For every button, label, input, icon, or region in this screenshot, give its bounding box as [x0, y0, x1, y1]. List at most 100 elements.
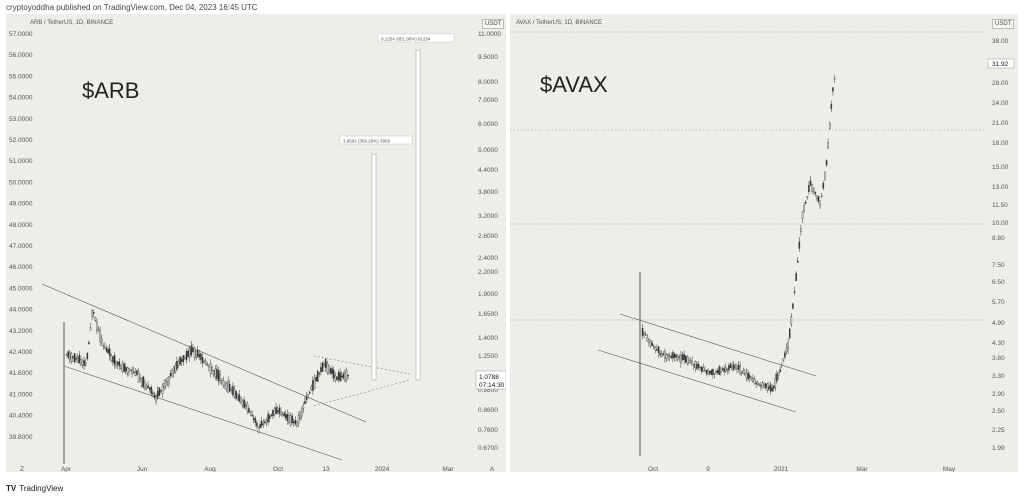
arb-candle: [347, 374, 349, 377]
arb-ticker-label: $ARB: [82, 78, 140, 103]
arb-candle: [128, 367, 130, 373]
avax-candle: [769, 384, 772, 392]
arb-right-tick-label: 1.6500: [478, 311, 498, 318]
arb-x-tick-label: 2024: [375, 466, 390, 472]
arb-candle: [257, 426, 260, 433]
avax-candle: [821, 195, 823, 198]
arb-candle: [158, 387, 161, 396]
arb-candle: [305, 396, 308, 401]
avax-candle: [761, 382, 764, 389]
avax-candle: [675, 355, 677, 358]
arb-candle: [236, 393, 239, 401]
arb-candle: [169, 373, 172, 376]
tradingview-logo-icon[interactable]: TV: [6, 484, 17, 493]
arb-candle: [331, 368, 333, 375]
avax-chart-title: AVAX / TetherUS, 1D, BINANCE: [516, 20, 603, 26]
arb-candle: [318, 372, 321, 374]
avax-candle: [660, 353, 663, 357]
arb-candle: [326, 363, 329, 373]
avax-right-tick-label: 3.80: [992, 355, 1005, 362]
avax-candle: [782, 358, 785, 361]
arb-chart-panel[interactable]: 57.0000 56.0000 55.0000 54.0000 53.0000 52.00…: [6, 14, 506, 472]
arb-candle: [171, 369, 173, 377]
avax-candle: [654, 346, 657, 351]
arb-candle: [164, 380, 167, 387]
arb-candle: [214, 368, 217, 377]
arb-candle: [323, 363, 325, 366]
avax-price-box: [987, 58, 1015, 69]
arb-x-tick-label: 13: [322, 466, 330, 472]
arb-candle: [94, 316, 97, 321]
arb-left-tick-label: 46.0000: [9, 264, 33, 271]
arb-candle: [309, 391, 311, 394]
avax-candle: [691, 360, 693, 366]
avax-candle: [670, 355, 673, 358]
avax-right-tick-label: 21.00: [992, 120, 1009, 127]
arb-wedge-lower-line: [63, 365, 343, 461]
arb-candle: [97, 328, 100, 331]
avax-candle: [672, 352, 674, 359]
avax-candle: [641, 328, 644, 337]
arb-candle: [259, 424, 261, 428]
arb-candle: [246, 403, 249, 412]
arb-unit-label[interactable]: USDT: [482, 19, 505, 29]
arb-x-tick-label: Mar: [442, 466, 454, 472]
arb-candle: [134, 372, 137, 376]
avax-right-tick-label: 38.00: [992, 38, 1009, 45]
arb-candle: [70, 353, 73, 363]
avax-candle: [724, 366, 727, 372]
arb-candle: [206, 364, 209, 366]
avax-candle: [700, 366, 703, 372]
avax-unit-label[interactable]: USDT: [992, 19, 1015, 29]
arb-candle: [337, 372, 340, 380]
arb-current-price-label: 1.0788: [479, 374, 499, 381]
arb-candle: [83, 360, 85, 366]
arb-candle: [113, 355, 116, 365]
avax-candle: [667, 353, 669, 357]
arb-candle: [317, 370, 319, 382]
avax-right-tick-label: 2.50: [992, 408, 1005, 415]
arb-candle: [216, 368, 218, 379]
arb-candle: [249, 411, 252, 414]
avax-candle: [696, 363, 698, 369]
arb-candle: [172, 366, 175, 374]
arb-candle: [177, 361, 180, 366]
arb-right-tick-label: 9.5000: [478, 54, 498, 61]
arb-left-tick-label: 49.0000: [9, 201, 33, 208]
arb-candle: [220, 378, 223, 381]
avax-candle: [659, 353, 661, 356]
arb-candle: [88, 342, 90, 345]
avax-right-tick-label: 2.25: [992, 427, 1005, 434]
arb-measure-large-bar: [415, 49, 421, 381]
arb-candle: [152, 392, 154, 395]
arb-candle: [251, 414, 253, 417]
avax-candle: [649, 340, 652, 347]
avax-candle: [827, 142, 829, 149]
avax-candle: [651, 342, 653, 346]
arb-left-tick-label: 48.0000: [9, 222, 33, 229]
avax-right-tick-label: 24.00: [992, 100, 1009, 107]
arb-left-tick-label: 41.0000: [9, 391, 33, 398]
avax-candle: [680, 355, 682, 364]
arb-right-tick-label: 1.4000: [478, 335, 498, 342]
avax-candle: [764, 383, 767, 388]
arb-wedge-upper-line: [41, 283, 367, 423]
arb-candle: [275, 407, 277, 414]
arb-candle: [188, 348, 191, 358]
arb-candle: [230, 389, 233, 391]
arb-triangle-lower: [313, 379, 411, 407]
avax-candle: [739, 365, 741, 374]
avax-candle: [808, 184, 810, 193]
arb-candle: [294, 419, 297, 425]
avax-chart-panel[interactable]: 38.00 31.92 28.00 24.00 21.00 18.00 15.00 13.00…: [510, 14, 1018, 472]
arb-countdown-label: 07:14:30: [479, 382, 505, 389]
arb-right-tick-label: 11.0000: [478, 31, 501, 38]
arb-candle: [76, 357, 79, 363]
arb-candle: [267, 413, 269, 423]
arb-x-tick-label: Z: [20, 466, 24, 472]
tradingview-brand[interactable]: TradingView: [19, 484, 64, 493]
arb-candle: [184, 357, 186, 359]
avax-candle: [692, 363, 695, 367]
avax-candle: [689, 360, 692, 363]
arb-candle: [116, 361, 119, 365]
